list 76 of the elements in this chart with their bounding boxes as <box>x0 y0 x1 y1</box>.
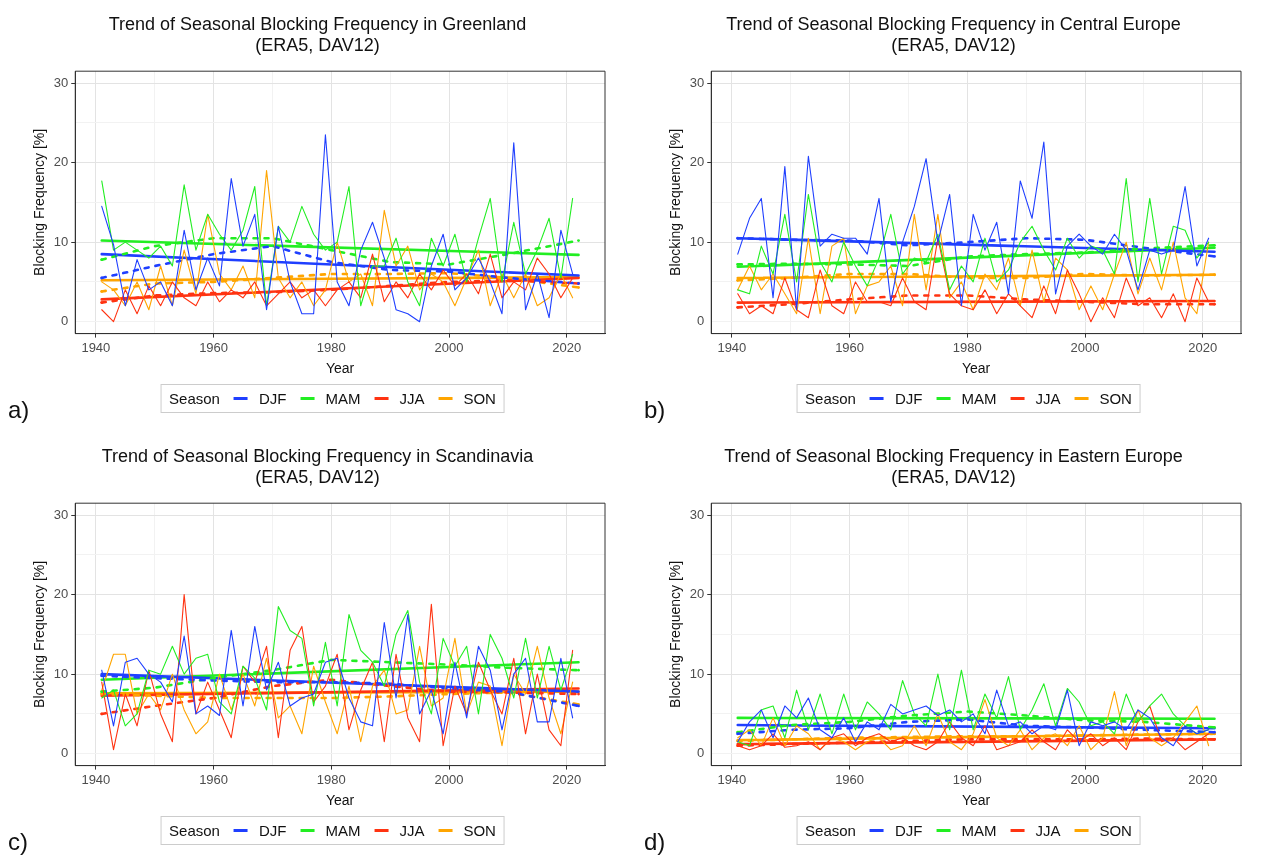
text: a) <box>8 396 30 424</box>
legend-label: DJF <box>894 822 923 839</box>
y-axis-title: Blocking Frequency [%] <box>31 560 48 708</box>
chart-subtitle: (ERA5, DAV12) <box>255 467 380 488</box>
legend-label: MAM <box>325 822 361 839</box>
legend-label: MAM <box>325 390 361 407</box>
y-tick-label: 10 <box>53 233 69 249</box>
chart-subtitle: (ERA5, DAV12) <box>255 35 380 56</box>
x-tick-label: 1960 <box>835 339 865 355</box>
legend-title: Season <box>805 822 856 839</box>
x-tick-label: 2020 <box>1188 771 1218 787</box>
x-tick-label: 2020 <box>1188 339 1218 355</box>
y-tick-label: 20 <box>689 586 705 602</box>
x-axis-title: Year <box>961 792 991 809</box>
x-tick-label: 1980 <box>316 339 346 355</box>
x-tick-label: 1980 <box>316 771 346 787</box>
y-tick-label: 30 <box>689 74 705 90</box>
legend-label: SON <box>1099 390 1132 407</box>
y-tick-label: 10 <box>53 665 69 681</box>
y-axis-title: Blocking Frequency [%] <box>667 128 684 276</box>
legend-label: SON <box>463 822 496 839</box>
x-axis-title: Year <box>961 360 991 377</box>
y-tick-label: 10 <box>689 233 705 249</box>
x-tick-label: 1960 <box>835 771 865 787</box>
y-tick-label: 30 <box>689 506 705 522</box>
x-tick-label: 2000 <box>434 339 464 355</box>
y-tick-label: 20 <box>53 586 69 602</box>
legend-title: Season <box>805 390 856 407</box>
text: b) <box>644 396 666 424</box>
x-tick-label: 1940 <box>81 339 111 355</box>
x-tick-label: 2000 <box>1070 771 1100 787</box>
x-tick-label: 2000 <box>1070 339 1100 355</box>
x-axis-title: Year <box>325 360 355 377</box>
legend-label: JJA <box>1035 390 1061 407</box>
text: d) <box>644 828 666 856</box>
chart-subtitle: (ERA5, DAV12) <box>891 467 1016 488</box>
y-tick-label: 0 <box>61 745 69 761</box>
chart-title: Trend of Seasonal Blocking Frequency in Greenland <box>108 13 527 34</box>
x-tick-label: 1940 <box>717 771 747 787</box>
legend-label: JJA <box>399 822 425 839</box>
legend-label: DJF <box>258 822 287 839</box>
chart-subtitle: (ERA5, DAV12) <box>891 35 1016 56</box>
y-tick-label: 20 <box>53 154 69 170</box>
legend-label: SON <box>1099 822 1132 839</box>
x-tick-label: 2000 <box>434 771 464 787</box>
legend-label: MAM <box>961 390 997 407</box>
y-tick-label: 0 <box>697 745 705 761</box>
x-tick-label: 1940 <box>81 771 111 787</box>
y-axis-title: Blocking Frequency [%] <box>31 128 48 276</box>
legend-label: DJF <box>258 390 287 407</box>
x-tick-label: 1980 <box>952 339 982 355</box>
legend-label: SON <box>463 390 496 407</box>
legend-label: JJA <box>1035 822 1061 839</box>
y-tick-label: 30 <box>53 74 69 90</box>
chart-title: Trend of Seasonal Blocking Frequency in Scandinavia <box>101 445 535 466</box>
y-tick-label: 30 <box>53 506 69 522</box>
legend-label: JJA <box>399 390 425 407</box>
x-tick-label: 1960 <box>199 771 229 787</box>
chart-title: Trend of Seasonal Blocking Frequency in Central Europe <box>726 13 1181 34</box>
legend-label: DJF <box>894 390 923 407</box>
x-tick-label: 2020 <box>552 771 582 787</box>
y-tick-label: 10 <box>689 665 705 681</box>
y-tick-label: 0 <box>697 313 705 329</box>
x-tick-label: 1940 <box>717 339 747 355</box>
x-tick-label: 1960 <box>199 339 229 355</box>
text: c) <box>8 828 28 856</box>
y-tick-label: 20 <box>689 154 705 170</box>
legend-title: Season <box>169 822 220 839</box>
chart-title: Trend of Seasonal Blocking Frequency in Eastern Europe <box>724 445 1183 466</box>
x-tick-label: 1980 <box>952 771 982 787</box>
y-tick-label: 0 <box>61 313 69 329</box>
x-tick-label: 2020 <box>552 339 582 355</box>
legend-title: Season <box>169 390 220 407</box>
y-axis-title: Blocking Frequency [%] <box>667 560 684 708</box>
x-axis-title: Year <box>325 792 355 809</box>
legend-label: MAM <box>961 822 997 839</box>
